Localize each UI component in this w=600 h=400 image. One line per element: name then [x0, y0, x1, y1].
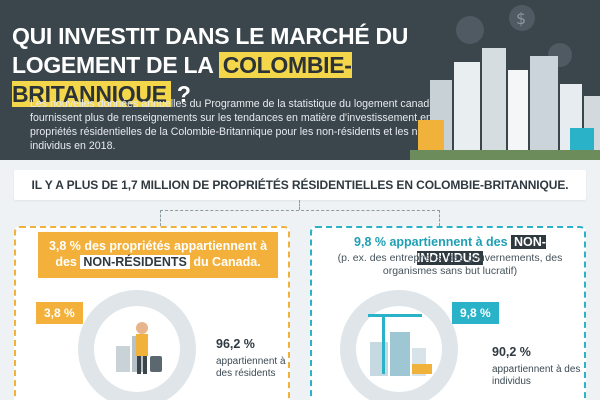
title-line-2: LOGEMENT DE LA COLOMBIE-BRITANNIQUE ?: [12, 51, 422, 109]
city-skyline-illustration: $: [410, 5, 600, 160]
non-residents-heading-prefix: 3,8 % des propriétés appartiennent à des: [48, 239, 268, 269]
non-individuals-heading: 9,8 % appartiennent à des NON-INDIVIDUS: [322, 234, 578, 266]
individuals-stat-label: appartiennent à des individus: [492, 364, 581, 387]
non-residents-badge: 3,8 %: [36, 302, 83, 324]
non-residents-tag: NON-RÉSIDENTS: [80, 255, 190, 269]
non-residents-circle-inner: [94, 306, 180, 392]
page-title: QUI INVESTIT DANS LE MARCHÉ DU LOGEMENT …: [12, 22, 422, 109]
non-residents-heading-suffix: du Canada.: [193, 255, 261, 269]
connector-bracket: [160, 210, 440, 226]
title-line-2-prefix: LOGEMENT DE LA: [12, 52, 213, 78]
individuals-stat-value: 90,2 %: [492, 345, 531, 359]
intro-text: Les nouvelles données annuelles du Progr…: [30, 98, 444, 152]
title-suffix: ?: [176, 81, 191, 107]
residents-stat-label: appartiennent à des résidents: [216, 356, 286, 379]
non-residents-circle: [78, 290, 196, 400]
non-residents-heading: 3,8 % des propriétés appartiennent à des…: [38, 232, 278, 278]
non-individuals-subtext: (p. ex. des entreprises, des gouvernemen…: [337, 252, 563, 277]
non-individuals-badge: 9,8 %: [452, 302, 499, 324]
non-individuals-panel: 9,8 % appartiennent à des NON-INDIVIDUS …: [310, 226, 586, 400]
summary-banner: IL Y A PLUS DE 1,7 MILLION DE PROPRIÉTÉS…: [14, 170, 586, 200]
svg-text:$: $: [516, 9, 526, 28]
non-individuals-circle: [340, 290, 458, 400]
non-residents-panel: 3,8 % des propriétés appartiennent à des…: [14, 226, 290, 400]
individuals-stat: 90,2 % appartiennent à des individus: [492, 346, 582, 388]
residents-stat-value: 96,2 %: [216, 337, 255, 351]
non-individuals-heading-prefix: 9,8 % appartiennent à des: [354, 235, 508, 249]
header: QUI INVESTIT DANS LE MARCHÉ DU LOGEMENT …: [0, 0, 600, 160]
traveler-icon: [116, 322, 162, 374]
residents-stat: 96,2 % appartiennent à des résidents: [216, 338, 292, 380]
construction-crane-icon: [368, 314, 432, 376]
connector-stem: [299, 200, 300, 210]
summary-banner-text: IL Y A PLUS DE 1,7 MILLION DE PROPRIÉTÉS…: [31, 178, 569, 192]
non-individuals-circle-inner: [356, 306, 442, 392]
title-line-1: QUI INVESTIT DANS LE MARCHÉ DU: [12, 23, 409, 49]
